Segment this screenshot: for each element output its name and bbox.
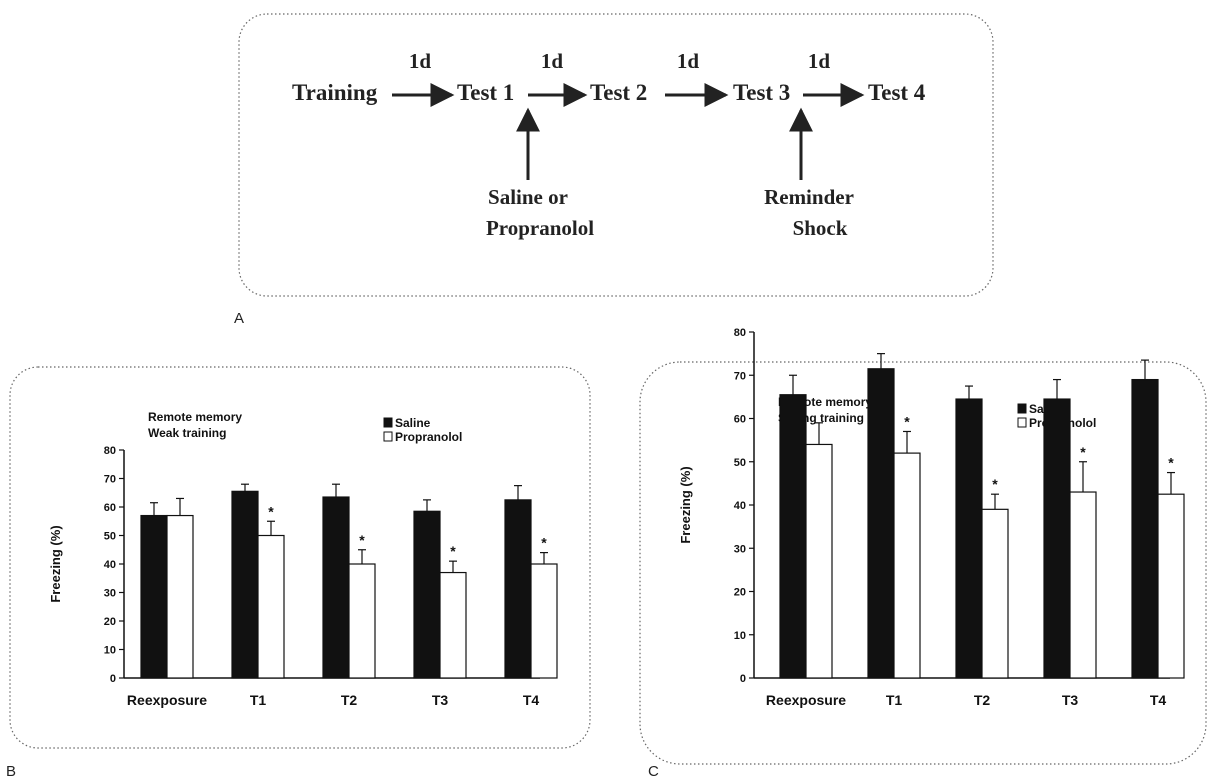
y-tick-label: 80 [104,445,116,457]
y-tick-label: 50 [104,531,116,543]
chart-annotation: Weak training [148,426,226,440]
interval-label-4: 1d [808,49,831,73]
category-label: Reexposure [766,692,846,708]
significance-star: * [268,503,274,519]
bar-saline-0 [779,394,807,679]
significance-star: * [904,413,910,429]
significance-star: * [541,535,547,551]
y-tick-label: 60 [734,414,746,426]
legend-swatch [1017,417,1027,428]
panel-letter-c: C [648,763,659,780]
y-tick-label: 10 [104,645,116,657]
interval-label-2: 1d [541,49,564,73]
legend-label: Saline [395,416,431,430]
bar-propranolol-2 [348,563,376,679]
bar-saline-0 [140,514,168,679]
y-tick-label: 70 [734,370,746,382]
bar-propranolol-3 [1069,491,1097,679]
y-tick-label: 0 [740,673,746,685]
y-tick-label: 40 [104,559,116,571]
bar-saline-1 [231,490,259,679]
panel-b-frame [9,366,591,749]
intervention-2-line-2: Shock [793,216,848,240]
bar-saline-2 [322,496,350,679]
category-label: T1 [886,692,903,708]
y-tick-label: 40 [734,500,746,512]
significance-star: * [1168,455,1174,471]
y-tick-label: 30 [734,543,746,555]
bar-propranolol-4 [530,563,558,679]
bar-propranolol-0 [805,443,833,679]
bar-saline-4 [504,499,532,679]
bar-propranolol-3 [439,571,467,679]
panel-c-frame [639,361,1207,765]
legend-swatch [383,431,393,442]
stage-test-4: Test 4 [868,80,926,105]
bar-propranolol-4 [1157,493,1185,679]
y-axis-label: Freezing (%) [48,525,63,602]
stage-test-1: Test 1 [457,80,514,105]
bar-saline-3 [1043,398,1071,679]
significance-star: * [450,543,456,559]
stage-test-3: Test 3 [733,80,790,105]
bar-propranolol-2 [981,508,1009,679]
intervention-1-line-1: Saline or [488,185,568,209]
panel-letter-b: B [6,763,16,780]
panel-a-frame [238,13,994,297]
legend-swatch [1017,403,1027,414]
y-tick-label: 10 [734,630,746,642]
category-label: T4 [1150,692,1167,708]
y-tick-label: 0 [110,673,116,685]
stage-test-2: Test 2 [590,80,647,105]
interval-label-3: 1d [677,49,700,73]
y-tick-label: 20 [104,616,116,628]
bar-saline-3 [413,510,441,679]
category-label: T2 [974,692,991,708]
y-tick-label: 50 [734,457,746,469]
panel-letter-a: A [234,310,244,327]
bar-saline-4 [1131,378,1159,679]
significance-star: * [359,532,365,548]
category-label: Reexposure [127,692,207,708]
legend-label: Propranolol [395,430,462,444]
bar-propranolol-1 [893,452,921,679]
chart-annotation: Remote memory [148,410,242,424]
y-tick-label: 60 [104,502,116,514]
panel-a: 1d 1d 1d 1d Training Test 1 Test 2 Test … [234,13,994,327]
bar-saline-1 [867,368,895,679]
stage-training: Training [292,80,378,105]
intervention-1-line-2: Propranolol [486,216,594,240]
bar-saline-2 [955,398,983,679]
interval-label-1: 1d [409,49,432,73]
category-label: T3 [432,692,449,708]
legend-swatch [383,417,393,428]
y-tick-label: 80 [734,327,746,339]
bar-propranolol-1 [257,534,285,679]
y-tick-label: 30 [104,588,116,600]
category-label: T3 [1062,692,1079,708]
y-axis-label: Freezing (%) [678,466,693,543]
significance-star: * [1080,444,1086,460]
bar-propranolol-0 [166,514,194,679]
intervention-2-line-1: Reminder [764,185,854,209]
category-label: T2 [341,692,358,708]
y-tick-label: 20 [734,587,746,599]
category-label: T4 [523,692,540,708]
significance-star: * [992,476,998,492]
chart-weak-training: Remote memory Weak training SalineProprano… [48,410,558,708]
y-tick-label: 70 [104,474,116,486]
category-label: T1 [250,692,267,708]
